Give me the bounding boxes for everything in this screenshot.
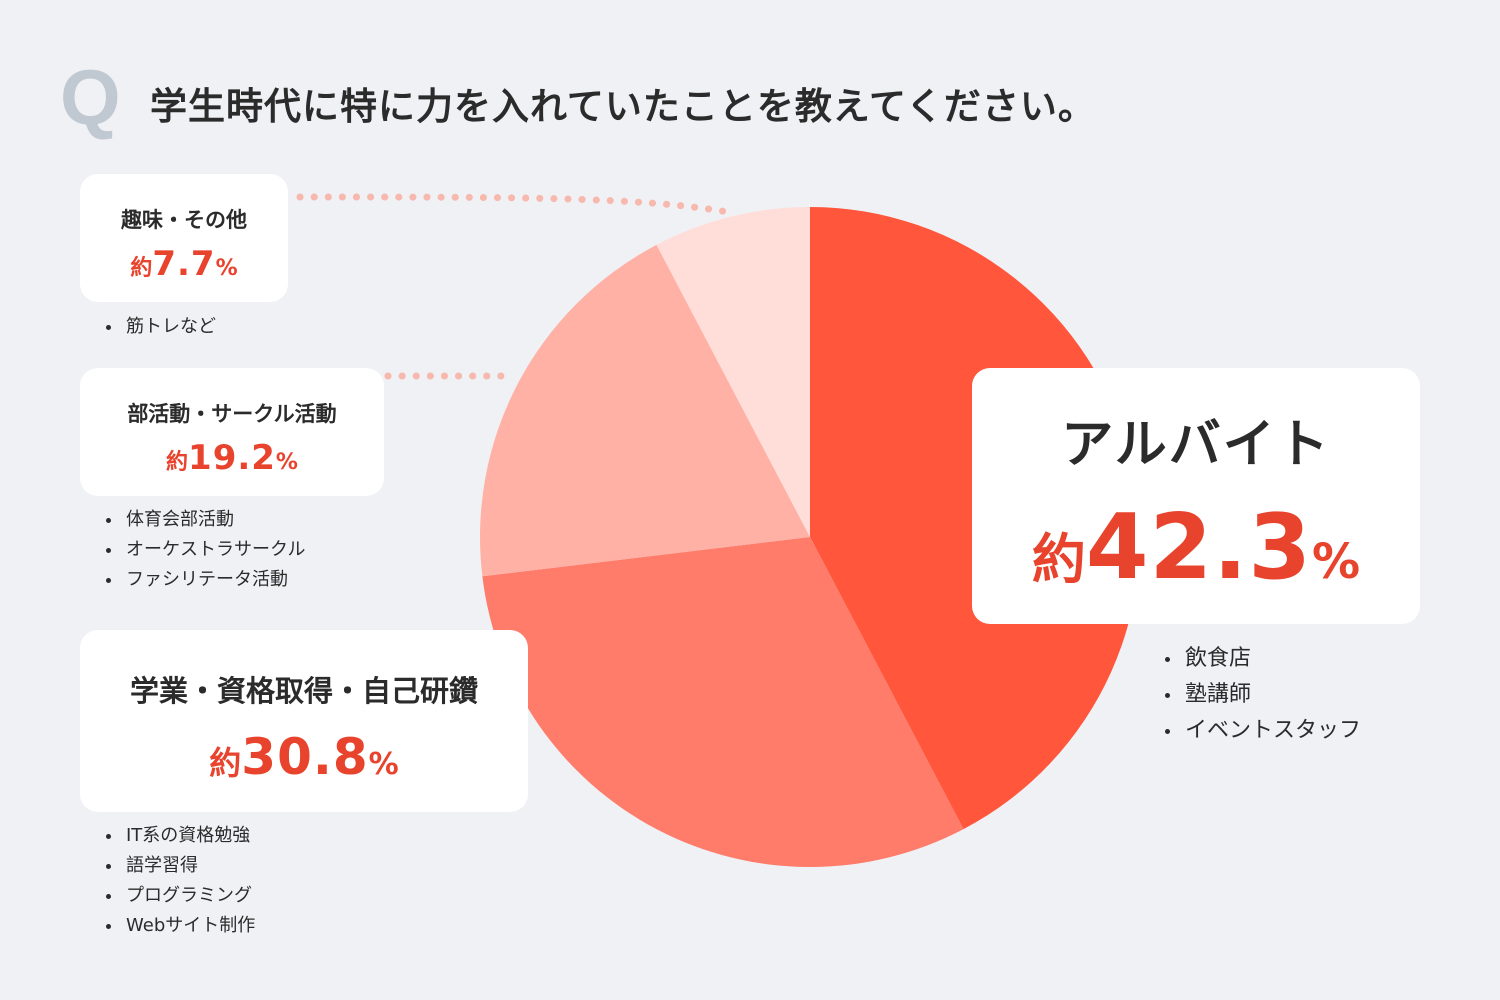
card-club: 部活動・サークル活動 約19.2%: [80, 368, 384, 496]
hobby-value: 7.7: [152, 244, 216, 284]
job-percentage: 約42.3%: [972, 495, 1420, 600]
pie-slice-club: [480, 244, 810, 577]
hobby-label: 趣味・その他: [121, 208, 247, 232]
job-prefix: 約: [1031, 528, 1086, 591]
list-item: 筋トレなど: [104, 312, 216, 342]
hobby-connector-line: [296, 193, 732, 216]
list-item: オーケストラサークル: [104, 535, 305, 565]
club-suffix: %: [275, 450, 298, 475]
club-label: 部活動・サークル活動: [127, 402, 337, 426]
job-suffix: %: [1311, 534, 1361, 590]
list-item: ファシリテータ活動: [104, 565, 305, 595]
study-examples: IT系の資格勉強 語学習得 プログラミング Webサイト制作: [104, 821, 255, 941]
study-percentage: 約30.8%: [80, 728, 528, 786]
job-examples: 飲食店 塾講師 イベントスタッフ: [1163, 641, 1361, 749]
question-mark-icon: Q: [60, 53, 121, 141]
study-label: 学業・資格取得・自己研鑽: [129, 674, 478, 708]
hobby-prefix: 約: [130, 256, 153, 281]
list-item: イベントスタッフ: [1163, 713, 1361, 749]
card-job: アルバイト 約42.3%: [972, 368, 1420, 624]
question-title: 学生時代に特に力を入れていたことを教えてください。: [150, 85, 1096, 128]
study-suffix: %: [368, 747, 399, 782]
club-examples: 体育会部活動 オーケストラサークル ファシリテータ活動: [104, 505, 305, 595]
pie-slice-study: [482, 537, 964, 867]
list-item: IT系の資格勉強: [104, 821, 255, 851]
study-value: 30.8: [241, 728, 369, 786]
club-value: 19.2: [188, 438, 276, 478]
list-item: 塾講師: [1163, 677, 1361, 713]
club-percentage: 約19.2%: [80, 438, 384, 478]
list-item: 体育会部活動: [104, 505, 305, 535]
job-value: 42.3: [1085, 495, 1312, 600]
list-item: Webサイト制作: [104, 911, 255, 941]
list-item: 飲食店: [1163, 641, 1361, 677]
hobby-examples: 筋トレなど: [104, 312, 216, 342]
card-hobby: 趣味・その他 約7.7%: [80, 174, 288, 302]
list-item: 語学習得: [104, 851, 255, 881]
club-prefix: 約: [166, 450, 189, 475]
card-study: 学業・資格取得・自己研鑽 約30.8%: [80, 630, 528, 812]
pie-slice-hobby: [656, 207, 810, 537]
job-label: アルバイト: [1061, 415, 1331, 475]
list-item: プログラミング: [104, 881, 255, 911]
hobby-percentage: 約7.7%: [80, 244, 288, 284]
hobby-suffix: %: [215, 256, 238, 281]
study-prefix: 約: [209, 744, 242, 782]
